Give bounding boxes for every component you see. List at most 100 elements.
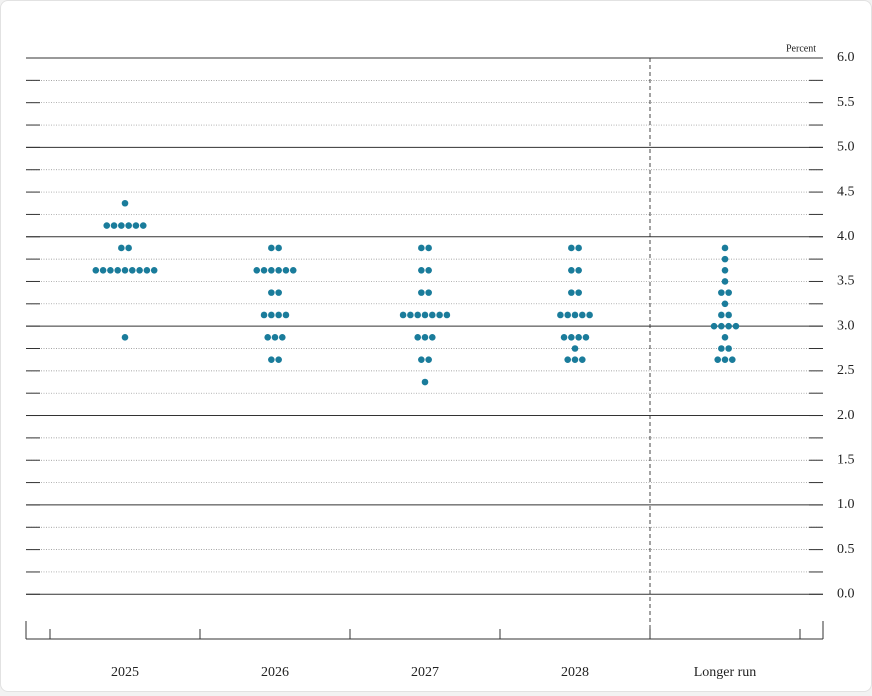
- dot: [118, 244, 125, 252]
- dot: [568, 289, 575, 296]
- y-tick-label: 2.5: [837, 363, 855, 378]
- dot: [718, 322, 725, 330]
- dot: [575, 289, 582, 296]
- x-tick-label: 2027: [411, 665, 439, 680]
- y-tick-label: 3.5: [837, 274, 855, 289]
- dot: [125, 222, 132, 229]
- dot: [260, 266, 268, 274]
- dot: [107, 266, 114, 274]
- dot: [407, 311, 414, 319]
- dot: [268, 266, 275, 274]
- dot: [575, 244, 582, 252]
- dot: [129, 266, 136, 274]
- dot: [121, 199, 129, 207]
- dot: [275, 289, 282, 296]
- dot: [429, 311, 436, 319]
- dot: [418, 266, 425, 274]
- y-tick-label: 3.0: [837, 318, 855, 333]
- dot: [725, 311, 732, 319]
- dot: [114, 266, 121, 274]
- dot: [425, 356, 432, 363]
- dot: [586, 311, 593, 319]
- dot: [150, 266, 158, 274]
- dot: [264, 334, 272, 341]
- dot: [718, 289, 725, 296]
- dot: [710, 322, 718, 330]
- dot: [421, 334, 429, 341]
- dot: [253, 266, 261, 274]
- dot: [418, 289, 425, 296]
- y-tick-label: 5.0: [837, 140, 855, 155]
- dot: [725, 322, 732, 330]
- dot: [92, 266, 100, 274]
- dot: [282, 311, 290, 319]
- dot: [579, 356, 586, 363]
- dot: [571, 345, 579, 352]
- dot: [414, 334, 422, 341]
- dot: [125, 244, 132, 252]
- dot: [268, 244, 275, 252]
- y-tick-label: 0.0: [837, 587, 855, 602]
- y-tick-label: 2.0: [837, 408, 855, 423]
- dot: [725, 289, 732, 296]
- dot: [275, 356, 282, 363]
- dot: [443, 311, 451, 319]
- dot: [136, 266, 143, 274]
- dot: [732, 322, 740, 330]
- dot: [729, 356, 736, 363]
- dot: [139, 222, 147, 229]
- dot: [579, 311, 586, 319]
- x-tick-label: 2026: [261, 665, 289, 680]
- dot: [718, 345, 725, 352]
- dot: [564, 356, 571, 363]
- dot: [279, 334, 286, 341]
- dot: [721, 300, 729, 308]
- y-axis-label: Percent: [786, 43, 816, 54]
- dot: [721, 255, 729, 263]
- dot: [110, 222, 118, 229]
- dot: [282, 266, 290, 274]
- x-tick-label: Longer run: [694, 665, 757, 680]
- dot: [275, 311, 282, 319]
- dot: [575, 266, 582, 274]
- dot: [268, 311, 275, 319]
- dot: [99, 266, 107, 274]
- dot: [582, 334, 590, 341]
- dot: [289, 266, 297, 274]
- dot: [436, 311, 443, 319]
- dot: [557, 311, 564, 319]
- dot: [143, 266, 151, 274]
- dot: [275, 266, 282, 274]
- dot: [571, 356, 579, 363]
- dot: [275, 244, 282, 252]
- dot: [118, 222, 125, 229]
- dot: [718, 311, 725, 319]
- y-tick-label: 6.0: [837, 50, 855, 65]
- dot: [121, 266, 129, 274]
- dot: [260, 311, 268, 319]
- dot: [132, 222, 140, 229]
- dot: [721, 278, 729, 285]
- y-tick-label: 4.0: [837, 229, 855, 244]
- dot: [268, 289, 275, 296]
- dot: [421, 311, 429, 319]
- dot: [560, 334, 568, 341]
- dot: [721, 266, 729, 274]
- y-tick-label: 5.5: [837, 95, 855, 110]
- dot: [414, 311, 422, 319]
- dot: [421, 378, 429, 386]
- y-tick-label: 0.5: [837, 542, 855, 557]
- dot: [399, 311, 407, 319]
- dot: [568, 244, 575, 252]
- dot: [575, 334, 582, 341]
- dot: [425, 289, 432, 296]
- dot: [714, 356, 721, 363]
- dot: [425, 244, 432, 252]
- dot: [429, 334, 436, 341]
- x-tick-label: 2025: [111, 665, 139, 680]
- y-tick-label: 1.5: [837, 452, 855, 467]
- dot: [268, 356, 275, 363]
- dot: [568, 334, 575, 341]
- dot: [418, 356, 425, 363]
